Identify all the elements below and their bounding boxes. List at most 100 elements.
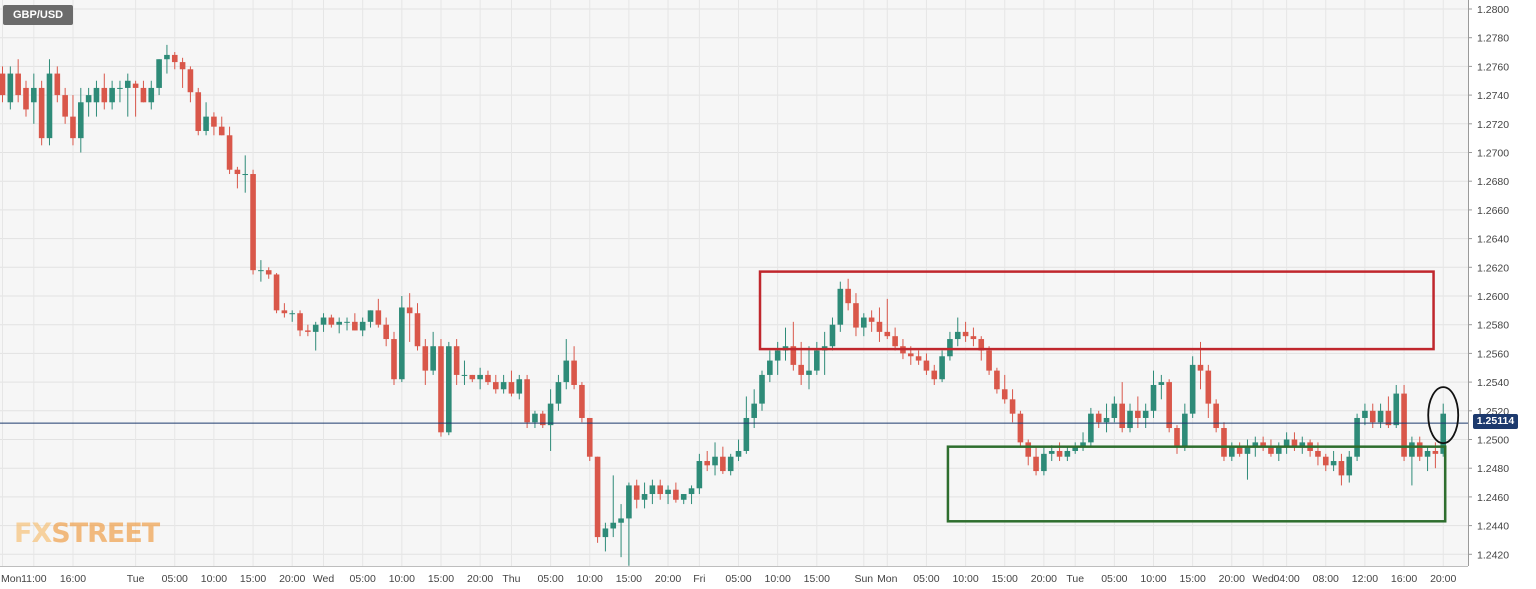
price-tick-label: 1.2460 (1477, 492, 1509, 504)
candle (281, 303, 288, 318)
candle (853, 293, 859, 337)
time-tick-label: Tue (127, 573, 145, 585)
candle (78, 87, 84, 153)
candle-body (1142, 410, 1149, 418)
candle-body (641, 494, 648, 500)
candle-body (829, 324, 836, 347)
candle (1369, 403, 1376, 429)
candle-body (344, 321, 350, 323)
candle (164, 44, 170, 74)
time-tick-label: 05:00 (162, 573, 188, 585)
candle-body (884, 331, 891, 337)
candle (641, 482, 648, 509)
time-tick-label: 20:00 (279, 573, 305, 585)
candle-body (1229, 446, 1235, 457)
candle (93, 80, 100, 117)
candlestick-chart[interactable]: Mon 11:00 16:00 Tue 05:00 10:00 15:00 20:00 Wed 0… (0, 0, 1468, 589)
candle (1291, 432, 1298, 451)
candle-body (258, 270, 264, 272)
candle-body (485, 374, 491, 383)
candle-body (704, 461, 710, 466)
candle-body (1252, 442, 1259, 447)
candle (211, 112, 217, 136)
candle-body (1409, 442, 1415, 457)
candle-body (297, 313, 303, 331)
candle-body (876, 321, 883, 332)
chart-plot-area[interactable]: Mon 11:00 16:00 Tue 05:00 10:00 15:00 20:00 Wed 0… (0, 0, 1468, 585)
candle-body (1072, 446, 1079, 451)
candle (1275, 442, 1282, 462)
logo-suffix: STREET (51, 518, 160, 549)
candle (477, 367, 483, 390)
candle-body (46, 73, 53, 139)
candle (485, 370, 491, 385)
candle-body (618, 518, 624, 523)
candle (203, 102, 209, 136)
candle (579, 382, 585, 423)
candle (132, 80, 139, 117)
candle (187, 66, 194, 103)
candle (367, 310, 374, 328)
time-tick-label: 15:00 (992, 573, 1018, 585)
candle (680, 494, 687, 505)
candle-body (156, 59, 162, 88)
candle (994, 367, 1000, 394)
candle (1377, 403, 1384, 429)
candle (1322, 453, 1329, 472)
candle (1111, 396, 1118, 423)
candle-body (171, 54, 178, 63)
candle (234, 166, 241, 189)
candle-body (383, 324, 389, 340)
candle-body (954, 331, 961, 340)
candle (633, 479, 640, 509)
candle (1416, 436, 1423, 462)
candle (861, 313, 867, 337)
candle (931, 364, 938, 385)
candle-body (1369, 410, 1376, 423)
candle-body (720, 456, 726, 472)
candle (46, 59, 53, 146)
candle (1346, 450, 1353, 483)
candle (1424, 446, 1431, 472)
candle (1119, 382, 1125, 433)
candle-body (1127, 410, 1133, 429)
candle-body (767, 360, 773, 375)
candle-body (602, 528, 609, 538)
candle-body (1346, 456, 1353, 476)
candle-body (626, 485, 632, 519)
candle (884, 298, 891, 340)
candle-body (1166, 382, 1172, 429)
resistance-zone-box (758, 270, 1435, 351)
candle-body (939, 356, 945, 380)
candle-body (1017, 413, 1024, 443)
candle (328, 314, 335, 328)
candle-body (1440, 413, 1447, 454)
candle-body (1354, 417, 1360, 457)
time-tick-label: Mon (1, 573, 22, 585)
candle (586, 417, 593, 462)
candle (962, 321, 969, 342)
candle (829, 317, 836, 351)
fxstreet-logo: FXSTREET (14, 518, 160, 549)
time-tick-label: Sun (854, 573, 873, 585)
candle (727, 453, 734, 476)
candle (383, 317, 389, 347)
price-tick-label: 1.2620 (1477, 262, 1509, 274)
candle (54, 66, 61, 103)
candle (970, 327, 977, 347)
price-tick-label: 1.2780 (1477, 33, 1509, 45)
candle (352, 313, 358, 331)
time-tick-label: 15:00 (804, 573, 830, 585)
candle-body (1393, 393, 1400, 426)
candle (1127, 403, 1133, 433)
candle-body (1197, 364, 1204, 371)
candle-body (665, 489, 671, 495)
highlight-circle (1427, 386, 1460, 445)
candle (563, 339, 570, 390)
candle-body (931, 370, 938, 380)
price-tick-label: 1.2420 (1477, 549, 1509, 561)
candle-body (70, 116, 76, 139)
candle-body (218, 126, 225, 136)
candle-body (31, 87, 37, 103)
candle-body (1103, 417, 1110, 423)
